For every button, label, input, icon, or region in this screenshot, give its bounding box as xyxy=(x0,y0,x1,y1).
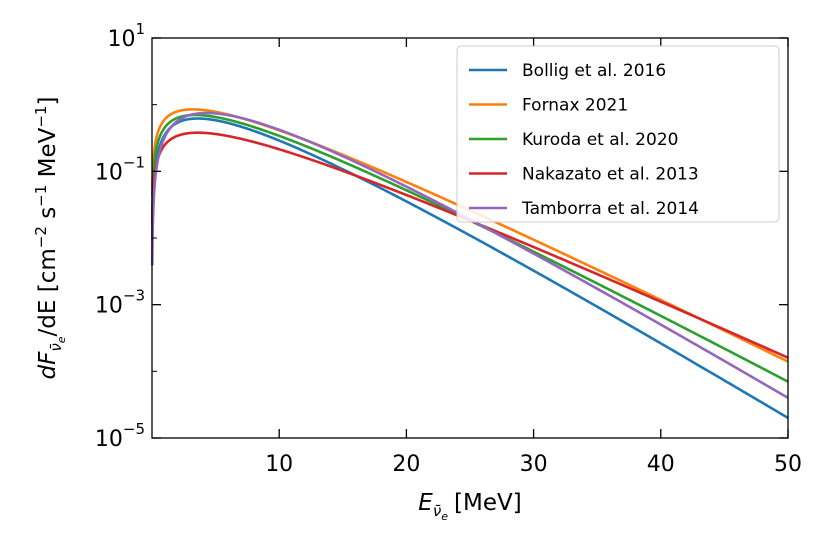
y-axis-label-exp1: −2 xyxy=(32,226,50,248)
x-axis-label-sub: ν̄ xyxy=(433,502,441,520)
x-axis-label-subsub: e xyxy=(441,510,448,523)
y-tick-label-exponent: −1 xyxy=(123,153,145,171)
x-tick-label: 20 xyxy=(392,452,420,477)
y-axis-label-sub: ν̄ xyxy=(47,343,65,351)
y-axis-label-exp2: −1 xyxy=(32,185,50,207)
y-tick-label-base: 10 xyxy=(95,427,123,452)
y-axis-label: dFν̄e/dE [cm−2 s−1 MeV−1] xyxy=(32,97,68,380)
y-tick-label-exponent: −5 xyxy=(123,420,145,438)
y-axis-label-mid1: s xyxy=(35,207,61,226)
x-axis-label-unit: [MeV] xyxy=(454,490,522,516)
x-axis-label-symbol: E xyxy=(418,490,433,516)
legend-box xyxy=(456,45,780,223)
y-axis-label-subsub: e xyxy=(55,336,68,343)
series-line xyxy=(150,131,789,359)
y-tick-label-base: 10 xyxy=(95,160,123,185)
legend-label: Kuroda et al. 2020 xyxy=(522,130,678,150)
y-tick-label-base: 10 xyxy=(95,294,123,319)
y-tick-label: 10−5 xyxy=(95,420,145,452)
y-tick-label: 101 xyxy=(107,20,145,52)
series-line xyxy=(150,108,789,363)
legend-label: Tamborra et al. 2014 xyxy=(521,199,699,219)
legend-label: Nakazato et al. 2013 xyxy=(522,165,699,185)
y-axis-label-df: dF xyxy=(35,351,61,380)
x-tick-label: 10 xyxy=(265,452,293,477)
curve-layer xyxy=(150,108,789,420)
y-tick-label-exponent: 1 xyxy=(135,20,145,38)
y-axis-label-exp3: −1 xyxy=(32,106,50,128)
y-tick-label: 10−3 xyxy=(95,287,145,319)
y-tick-label-base: 10 xyxy=(107,27,135,52)
x-tick-label: 40 xyxy=(647,452,675,477)
x-axis-label: Eν̄e [MeV] xyxy=(418,490,521,523)
legend-label: Fornax 2021 xyxy=(522,96,628,116)
series-line xyxy=(150,111,789,399)
y-axis-label-rest: /dE [cm xyxy=(35,248,61,336)
legend: Bollig et al. 2016 Fornax 2021 Kuroda et a… xyxy=(456,45,780,223)
y-tick-label: 10−1 xyxy=(95,153,145,185)
x-tick-label: 50 xyxy=(774,452,802,477)
x-tick-label: 30 xyxy=(520,452,548,477)
y-axis-label-mid2: MeV xyxy=(35,127,61,184)
legend-label: Bollig et al. 2016 xyxy=(522,61,666,81)
y-axis-label-end: ] xyxy=(35,97,61,106)
y-tick-label-exponent: −3 xyxy=(123,287,145,305)
